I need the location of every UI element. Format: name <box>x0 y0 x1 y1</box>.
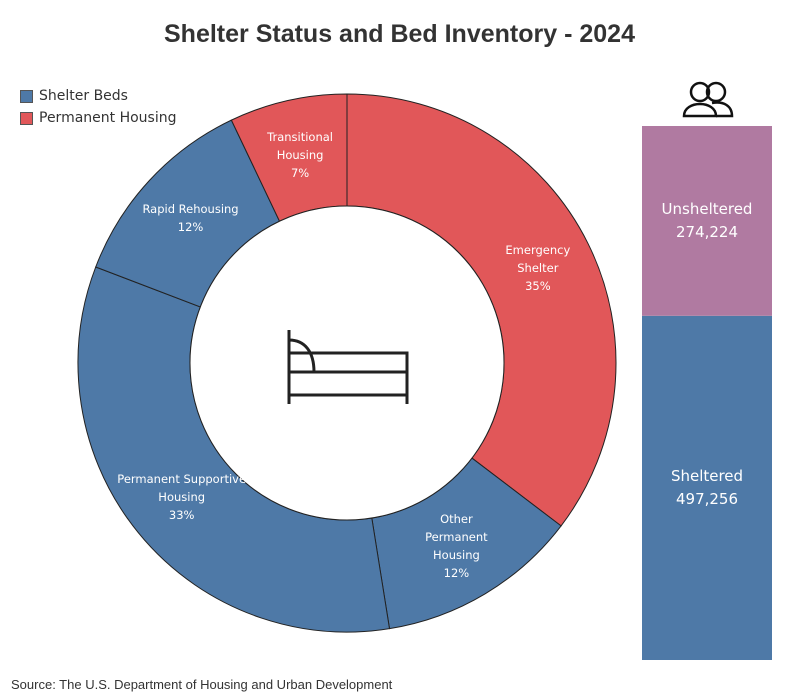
segment-category: Transitional Housing <box>267 130 333 163</box>
bed-icon <box>287 330 409 404</box>
legend-item: Shelter Beds <box>20 88 128 104</box>
segment-label: Transitional Housing 7% <box>260 128 340 182</box>
bar-value-label: 497,256 <box>675 489 739 508</box>
bar-segment <box>642 126 772 316</box>
segment-label: Rapid Rehousing 12% <box>136 200 246 236</box>
donut-hole <box>189 205 505 521</box>
bar-label: Unsheltered 274,224 <box>642 198 772 244</box>
segment-value-label: 35% <box>525 279 551 294</box>
bar-value-label: 274,224 <box>675 222 739 241</box>
bar-segment <box>642 315 772 660</box>
segment-value-label: 12% <box>177 220 204 235</box>
segment-category: Rapid Rehousing <box>142 202 239 217</box>
segment-value-label: 12% <box>443 565 470 580</box>
segment-value-label: 7% <box>290 166 310 181</box>
legend-swatch <box>20 89 33 103</box>
bar-series-name: Sheltered <box>670 466 744 485</box>
segment-label: Emergency Shelter 35% <box>498 241 578 295</box>
segment-category: Permanent Supportive Housing <box>117 472 247 505</box>
segment-category: Emergency Shelter <box>505 243 571 276</box>
legend-label: Permanent Housing <box>39 110 177 126</box>
legend-item: Permanent Housing <box>20 110 177 126</box>
segment-value-label: 33% <box>168 508 195 523</box>
bar-label: Sheltered 497,256 <box>642 465 772 511</box>
chart-title: Shelter Status and Bed Inventory - 2024 <box>164 20 635 48</box>
segment-label: Other Permanent Housing 12% <box>416 510 496 582</box>
segment-category: Other Permanent Housing <box>425 511 488 562</box>
source-note: Source: The U.S. Department of Housing a… <box>11 677 393 692</box>
people-icon <box>682 81 734 118</box>
bar-series-name: Unsheltered <box>661 199 753 218</box>
legend-swatch <box>20 111 33 125</box>
segment-label: Permanent Supportive Housing 33% <box>107 470 257 524</box>
legend-label: Shelter Beds <box>39 88 128 104</box>
